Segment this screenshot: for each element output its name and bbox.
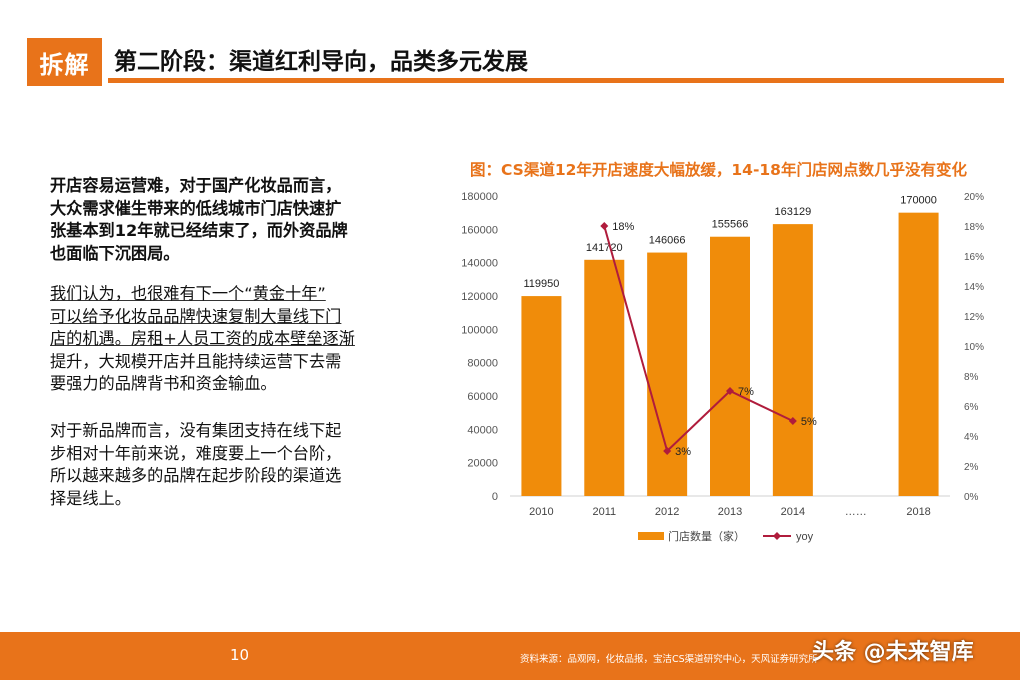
paragraph-2: 我们认为，也很难有下一个“黄金十年” 可以给予化妆品品牌快速复制大量线下门 店的… <box>50 283 410 396</box>
bar-data-label: 163129 <box>774 206 811 218</box>
y-right-tick-label: 2% <box>964 462 979 473</box>
legend-bar-label: 门店数量（家） <box>668 529 745 543</box>
yoy-point <box>726 387 734 395</box>
bar-2014 <box>772 224 813 496</box>
bar-data-label: 155566 <box>712 219 749 231</box>
text-line: 要强力的品牌背书和资金输血。 <box>50 374 277 393</box>
bar-2018 <box>898 212 939 496</box>
text-line: 对于新品牌而言，没有集团支持在线下起 <box>50 421 342 440</box>
text-line: 也面临下沉困局。 <box>50 243 180 263</box>
yoy-point <box>788 417 797 425</box>
y-left-tick-label: 140000 <box>461 258 498 270</box>
text-line: 我们认为，也很难有下一个“黄金十年” <box>50 284 326 303</box>
header-badge: 拆解 <box>27 38 102 86</box>
bar-data-label: 119950 <box>523 278 559 290</box>
legend-line-label: yoy <box>796 531 814 543</box>
store-count-chart: 0 20000 40000 60000 80000 100000 120000 140000 1… <box>461 191 984 543</box>
x-tick-label: 2012 <box>655 506 679 518</box>
legend-bar-swatch <box>638 532 664 540</box>
bar-data-label: 146066 <box>649 235 686 247</box>
text-line: 店的机遇。房租+人员工资的成本壁垒逐渐 <box>50 329 355 348</box>
page-title: 第二阶段：渠道红利导向，品类多元发展 <box>114 49 528 75</box>
y-left-tick-label: 20000 <box>467 458 498 470</box>
bar-2012 <box>647 252 688 496</box>
footer-bar <box>0 632 1020 680</box>
yoy-data-label: 7% <box>738 386 754 398</box>
yoy-data-label: 3% <box>675 446 691 458</box>
y-left-tick-label: 100000 <box>461 324 498 336</box>
bar-2010 <box>521 296 562 496</box>
x-tick-label: 2011 <box>592 506 616 518</box>
y-left-tick-label: 180000 <box>461 191 498 203</box>
x-tick-label: 2013 <box>718 506 742 518</box>
source-note: 资料来源：品观网，化妆品报，宝洁CS渠道研究中心，天风证券研究所 <box>520 654 818 665</box>
bar-data-label: 170000 <box>900 195 937 207</box>
y-left-tick-label: 40000 <box>467 424 498 436</box>
yoy-point <box>600 222 609 230</box>
text-line: 大众需求催生带来的低线城市门店快速扩 <box>50 198 342 218</box>
y-right-tick-label: 14% <box>964 282 984 293</box>
text-line: 所以越来越多的品牌在起步阶段的渠道选 <box>50 466 342 485</box>
y-right-tick-label: 0% <box>964 492 979 503</box>
text-line: 提升，大规模开店并且能持续运营下去需 <box>50 351 342 371</box>
y-right-tick-label: 16% <box>964 252 984 263</box>
bar-2011 <box>584 259 625 496</box>
y-right-tick-label: 20% <box>964 192 984 203</box>
text-line: 可以给予化妆品品牌快速复制大量线下门 <box>50 306 342 326</box>
x-tick-label: …… <box>845 506 867 518</box>
y-right-tick-label: 18% <box>964 222 984 233</box>
y-right-tick-label: 6% <box>964 402 979 413</box>
paragraph-3: 对于新品牌而言，没有集团支持在线下起 步相对十年前来说，难度要上一个台阶， 所以… <box>50 420 410 510</box>
y-left-tick-label: 160000 <box>461 224 498 236</box>
text-line: 步相对十年前来说，难度要上一个台阶， <box>50 443 342 463</box>
x-tick-label: 2018 <box>906 506 930 518</box>
y-left-tick-label: 120000 <box>461 291 498 303</box>
legend-line-marker <box>773 532 781 540</box>
y-right-tick-label: 4% <box>964 432 979 443</box>
x-tick-label: 2014 <box>781 506 805 518</box>
header-rule <box>108 78 1004 83</box>
chart-title: 图：CS渠道12年开店速度大幅放缓，14-18年门店网点数几乎没有变化 <box>470 161 967 179</box>
text-line: 张基本到12年就已经结束了，而外资品牌 <box>50 221 348 240</box>
page-number: 10 <box>230 646 250 664</box>
y-left-tick-label: 60000 <box>467 391 498 403</box>
bar-data-label: 141720 <box>586 242 623 254</box>
text-line: 开店容易运营难，对于国产化妆品而言， <box>50 176 342 195</box>
paragraph-1: 开店容易运营难，对于国产化妆品而言， 大众需求催生带来的低线城市门店快速扩 张基… <box>50 175 410 265</box>
bar-2013 <box>710 236 750 496</box>
yoy-line <box>603 225 794 453</box>
y-right-tick-label: 8% <box>964 372 979 383</box>
yoy-data-label: 18% <box>612 221 634 233</box>
watermark: 头条 @未来智库 <box>812 640 974 665</box>
y-right-tick-label: 10% <box>964 342 984 353</box>
yoy-point <box>663 447 672 455</box>
x-tick-label: 2010 <box>529 506 553 518</box>
yoy-data-label: 5% <box>801 416 817 428</box>
y-left-tick-label: 80000 <box>467 358 498 370</box>
y-left-tick-label: 0 <box>492 491 498 503</box>
text-line: 择是线上。 <box>50 488 131 508</box>
y-right-tick-label: 12% <box>964 312 984 323</box>
